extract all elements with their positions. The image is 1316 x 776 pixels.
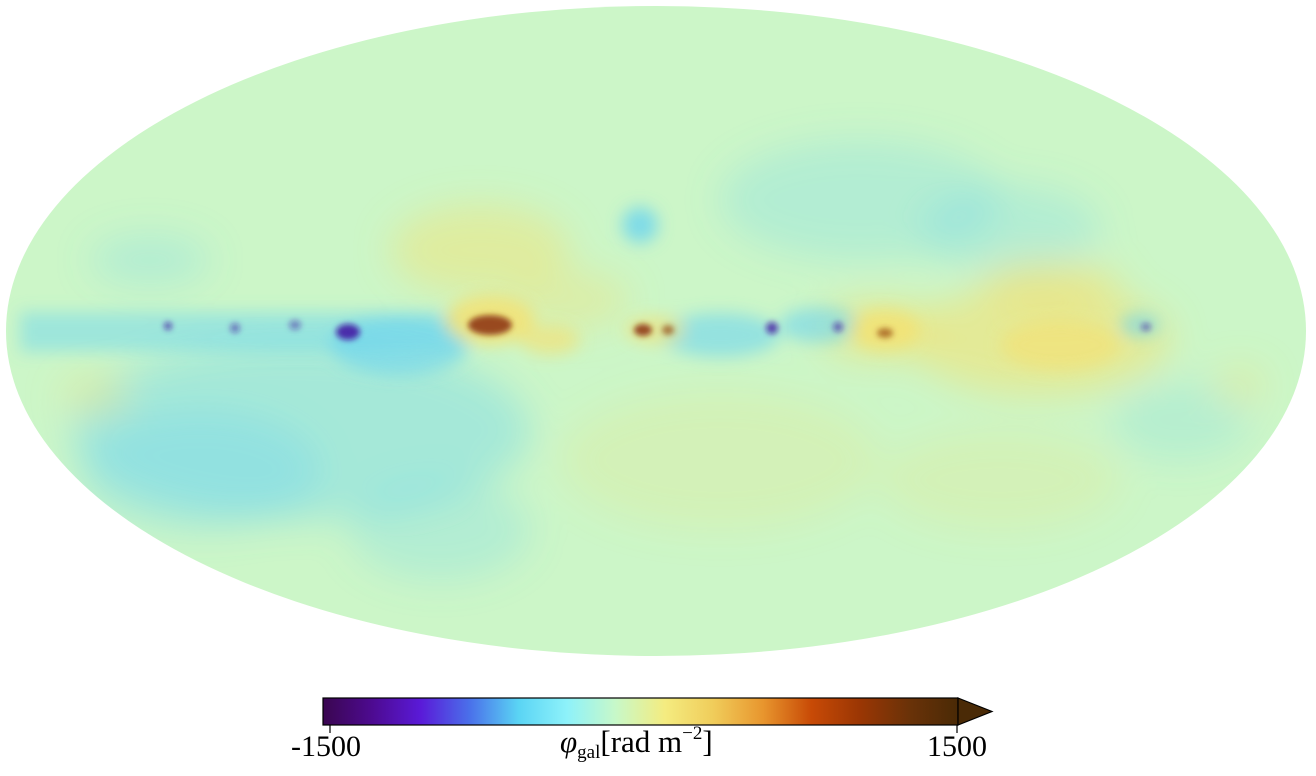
- diffuse-structure-layer: [60, 140, 1265, 580]
- colorbar-tick-label-min: -1500: [291, 730, 361, 763]
- colorbar-extend-arrow: [957, 697, 994, 726]
- colorbar-label-symbol: φ: [560, 724, 578, 759]
- colorbar-label-superscript: −2: [682, 723, 703, 744]
- colorbar-label-unit-close: ]: [702, 724, 713, 759]
- colorbar-gradient: [322, 697, 959, 726]
- colorbar-tick-label-max: 1500: [927, 730, 987, 763]
- colorbar: [322, 697, 994, 733]
- compact-source-layer: [164, 315, 1151, 340]
- colorbar-label-subscript: gal: [577, 742, 601, 763]
- colorbar-label-unit-open: [rad m: [600, 724, 683, 759]
- colorbar-label: φgal[rad m−2]: [560, 723, 713, 762]
